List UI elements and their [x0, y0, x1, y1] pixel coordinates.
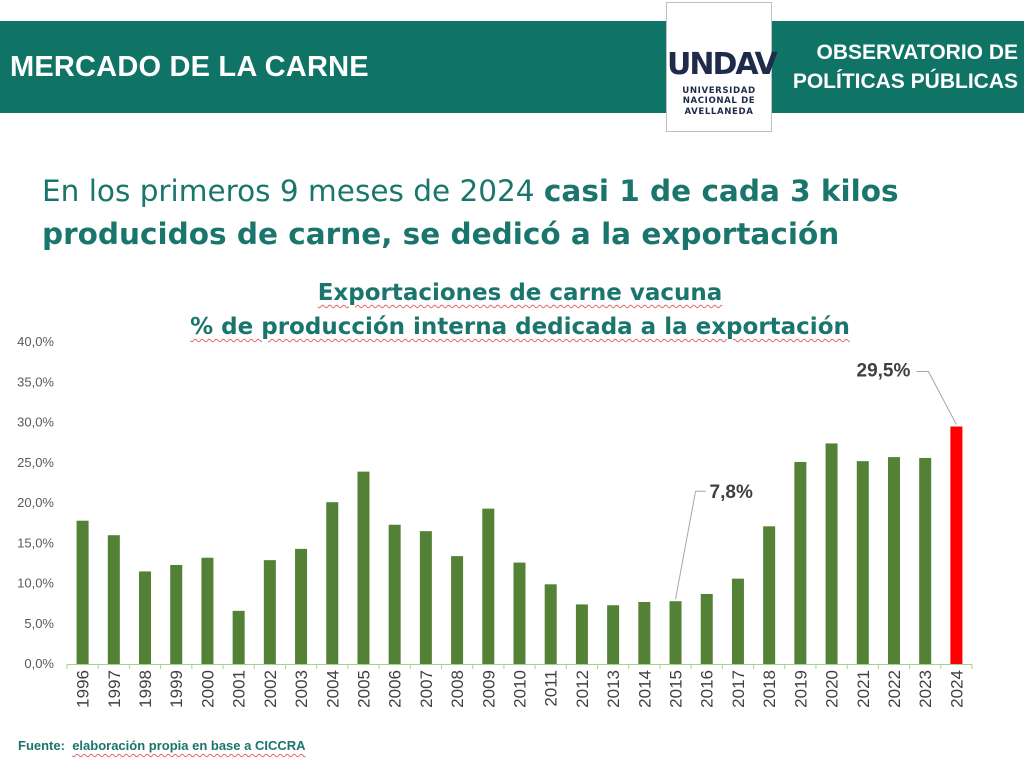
x-tick-label: 2005 — [354, 670, 373, 708]
organization-line-1: OBSERVATORIO DE — [816, 41, 1018, 64]
bar-1996 — [76, 520, 89, 664]
y-tick-label: 15,0% — [17, 535, 54, 550]
source-note: Fuente: elaboración propia en base a CIC… — [18, 738, 306, 753]
x-tick-label: 2004 — [323, 670, 342, 708]
bar-chart: 0,0% 5,0% 10,0% 15,0% 20,0% 25,0% 30,0% 35,0% 40… — [17, 334, 973, 708]
x-tick-label: 2014 — [635, 670, 654, 708]
x-tick-label: 2012 — [573, 670, 592, 708]
x-tick-label: 1996 — [74, 670, 93, 708]
organization-line-2: POLÍTICAS PÚBLICAS — [792, 70, 1018, 93]
x-tick-label: 2016 — [698, 670, 717, 708]
university-logo: UNDAV UNIVERSIDAD NACIONAL DE AVELLANEDA — [666, 2, 778, 132]
logo-text: UNIVERSIDAD NACIONAL DE AVELLANEDA — [667, 86, 771, 117]
bar-2000 — [201, 557, 214, 664]
y-tick-label: 35,0% — [17, 374, 54, 389]
bar-2010 — [513, 562, 526, 664]
header-bar — [0, 21, 1024, 113]
bar-2016 — [700, 593, 713, 664]
x-tick-label: 2017 — [729, 670, 748, 708]
bar-2014 — [638, 602, 651, 664]
bar-2001 — [232, 610, 245, 664]
data-label: 7,8% — [710, 482, 753, 503]
organization-name: OBSERVATORIO DE POLÍTICAS PÚBLICAS — [780, 38, 1018, 96]
bar-2017 — [731, 578, 744, 664]
x-tick-label: 2023 — [916, 670, 935, 708]
x-tick-label: 2011 — [542, 670, 561, 707]
y-tick-label: 25,0% — [17, 455, 54, 470]
bar-2003 — [295, 548, 308, 664]
bar-2020 — [825, 443, 838, 664]
x-tick-label: 2008 — [448, 670, 467, 708]
y-tick-label: 40,0% — [17, 334, 54, 349]
chart-title-block: Exportaciones de carne vacuna % de produ… — [0, 276, 1024, 344]
logo-line: UNIVERSIDAD — [682, 86, 756, 96]
chart-subtitle: % de producción interna dedicada a la ex… — [190, 314, 850, 340]
headline-text: En los primeros 9 meses de 2024 — [42, 174, 544, 208]
x-tick-label: 1999 — [167, 670, 186, 708]
bar-1997 — [107, 535, 120, 664]
bar-1998 — [139, 571, 152, 664]
x-tick-label: 1998 — [136, 670, 155, 708]
source-text: elaboración propia en base a CICCRA — [72, 738, 306, 753]
x-tick-label: 2006 — [386, 670, 405, 708]
headline-emphasis: casi 1 de cada 3 kilos — [543, 174, 899, 208]
bar-2008 — [451, 556, 464, 664]
logo-line: AVELLANEDA — [684, 106, 754, 117]
bar-2018 — [763, 526, 776, 664]
x-tick-label: 2020 — [823, 670, 842, 708]
headline-emphasis-2: producidos de carne, se dedicó a la expo… — [42, 217, 840, 251]
x-tick-label: 1997 — [105, 670, 124, 708]
y-tick-label: 10,0% — [17, 576, 54, 591]
bar-2002 — [263, 560, 276, 664]
x-tick-label: 2001 — [230, 670, 249, 708]
data-label: 29,5% — [857, 361, 911, 382]
chart-title: Exportaciones de carne vacuna — [317, 280, 723, 306]
x-tick-label: 2013 — [604, 670, 623, 708]
bar-2021 — [856, 461, 869, 664]
x-tick-label: 2000 — [198, 670, 217, 708]
x-tick-label: 2024 — [947, 670, 966, 708]
bar-2019 — [794, 461, 807, 664]
x-tick-label: 2021 — [854, 670, 873, 708]
x-tick-label: 2015 — [667, 670, 686, 708]
x-tick-label: 2022 — [885, 670, 904, 708]
page-title: MERCADO DE LA CARNE — [10, 51, 369, 83]
y-tick-label: 5,0% — [24, 616, 54, 631]
logo-mark: UNDAV — [667, 47, 778, 82]
x-tick-label: 2018 — [760, 670, 779, 708]
bar-2009 — [482, 508, 495, 664]
bar-2012 — [575, 604, 588, 664]
x-tick-label: 2003 — [292, 670, 311, 708]
x-tick-label: 2002 — [261, 670, 280, 708]
x-tick-label: 2009 — [479, 670, 498, 708]
bar-1999 — [170, 564, 183, 664]
bar-2006 — [388, 524, 401, 664]
y-tick-label: 0,0% — [24, 656, 54, 671]
bar-2005 — [357, 471, 370, 664]
bar-2007 — [419, 531, 432, 664]
annotation-leader — [675, 490, 706, 600]
y-tick-label: 30,0% — [17, 415, 54, 430]
headline: En los primeros 9 meses de 2024 casi 1 d… — [42, 170, 1002, 256]
x-tick-label: 2007 — [417, 670, 436, 708]
logo-line: NACIONAL DE — [682, 96, 756, 107]
bar-2022 — [887, 457, 900, 664]
annotation-leader — [916, 371, 957, 425]
bar-2023 — [919, 457, 932, 664]
y-tick-label: 20,0% — [17, 495, 54, 510]
bar-2013 — [607, 605, 620, 664]
x-tick-label: 2019 — [791, 670, 810, 708]
bar-2011 — [544, 584, 557, 664]
bar-2015 — [669, 601, 682, 664]
bar-2004 — [326, 502, 339, 664]
source-label: Fuente: — [18, 738, 65, 753]
bar-2024 — [950, 426, 963, 664]
x-tick-label: 2010 — [511, 670, 530, 708]
